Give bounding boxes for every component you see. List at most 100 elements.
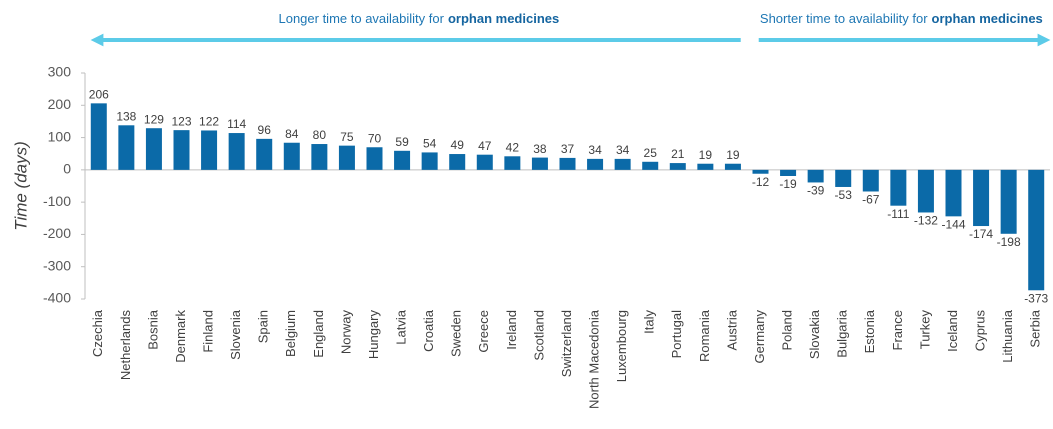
bar	[614, 158, 631, 170]
value-label: -144	[941, 218, 965, 232]
value-label: 96	[258, 123, 272, 137]
bar	[807, 169, 824, 183]
x-tick-label: Luxembourg	[614, 310, 629, 382]
value-label: 123	[171, 114, 191, 128]
x-tick-label: Poland	[780, 310, 795, 350]
x-tick-label: Bosnia	[145, 309, 160, 350]
bar	[256, 138, 273, 170]
value-label: 19	[726, 148, 740, 162]
x-tick-label: Croatia	[421, 309, 436, 352]
x-tick-label: France	[890, 310, 905, 350]
x-tick-label: Romania	[697, 309, 712, 362]
value-label: -19	[779, 177, 797, 191]
x-tick-label: Spain	[256, 310, 271, 343]
bar	[283, 142, 300, 170]
bar	[449, 154, 466, 170]
x-tick-label: Scotland	[531, 310, 546, 361]
bar	[642, 161, 659, 170]
x-tick-label: Slovenia	[228, 309, 243, 360]
bar	[559, 157, 576, 170]
value-label: -67	[862, 193, 880, 207]
bar	[118, 125, 135, 170]
x-tick-label: North Macedonia	[587, 309, 602, 409]
y-tick-label: 200	[48, 96, 72, 112]
annotation-prefix: Longer time to availability for	[278, 11, 444, 26]
x-tick-label: Cyprus	[973, 310, 988, 352]
x-tick-label: Bulgaria	[835, 309, 850, 357]
value-label: 59	[395, 135, 409, 149]
value-label: -132	[914, 214, 938, 228]
value-label: -111	[887, 207, 910, 221]
value-label: 42	[506, 140, 520, 154]
x-tick-label: Czechia	[90, 309, 105, 357]
x-tick-label: Switzerland	[559, 310, 574, 377]
value-label: 75	[340, 130, 354, 144]
bar	[421, 152, 438, 170]
x-tick-label: Iceland	[945, 310, 960, 352]
value-label: 80	[313, 128, 327, 142]
y-tick-label: -400	[43, 290, 71, 306]
bar	[311, 144, 328, 170]
x-tick-label: Finland	[201, 310, 216, 353]
value-label: 37	[561, 142, 575, 156]
value-label: 38	[533, 142, 547, 156]
value-label: 114	[227, 117, 246, 131]
value-label: 122	[199, 115, 219, 129]
bar	[504, 156, 521, 170]
bar	[697, 163, 714, 170]
value-label: 34	[588, 143, 602, 157]
x-tick-label: Serbia	[1028, 309, 1043, 347]
bar	[835, 169, 852, 187]
annotation: Longer time to availability for orphan me…	[278, 11, 559, 26]
bar	[90, 103, 107, 170]
bar	[366, 147, 383, 170]
value-label: 19	[699, 148, 713, 162]
bar	[862, 169, 879, 192]
value-label: 25	[644, 146, 658, 160]
x-tick-label: Greece	[476, 310, 491, 353]
x-tick-label: Sweden	[449, 310, 464, 357]
x-tick-label: Latvia	[394, 309, 409, 344]
value-label: -198	[997, 235, 1021, 249]
bar	[394, 150, 411, 170]
x-tick-label: Slovakia	[807, 309, 822, 359]
value-label: 129	[144, 112, 164, 126]
x-tick-label: Germany	[752, 310, 767, 364]
x-tick-label: Ireland	[504, 310, 519, 350]
bar	[752, 169, 769, 174]
x-tick-label: Estonia	[862, 309, 877, 353]
bar	[724, 163, 741, 170]
bar	[917, 169, 934, 213]
bar	[945, 169, 962, 217]
bar	[145, 128, 162, 170]
value-label: -174	[969, 227, 993, 241]
y-tick-label: -300	[43, 257, 71, 273]
x-tick-label: Italy	[642, 310, 657, 334]
bar	[780, 169, 797, 176]
bar	[669, 163, 686, 170]
bar	[890, 169, 907, 206]
y-tick-label: 300	[48, 64, 72, 80]
bar	[201, 130, 218, 170]
value-label: 206	[89, 88, 109, 102]
value-label: 70	[368, 131, 382, 145]
bar	[1000, 169, 1017, 234]
y-tick-label: -100	[43, 193, 71, 209]
value-label: 47	[478, 139, 492, 153]
annotation-prefix: Shorter time to availability for	[760, 11, 928, 26]
y-axis-label: Time (days)	[11, 141, 30, 231]
x-tick-label: Netherlands	[118, 310, 133, 381]
x-tick-label: Denmark	[173, 310, 188, 363]
value-label: 84	[285, 127, 299, 141]
annotation-emphasis: orphan medicines	[448, 11, 559, 26]
x-tick-label: Turkey	[917, 310, 932, 350]
bar	[338, 145, 355, 170]
value-label: 54	[423, 137, 437, 151]
value-label: -39	[807, 184, 825, 198]
bar	[476, 154, 493, 170]
value-label: 21	[671, 147, 685, 161]
bar	[531, 157, 548, 170]
value-label: -53	[835, 188, 853, 202]
value-label: 49	[451, 138, 465, 152]
